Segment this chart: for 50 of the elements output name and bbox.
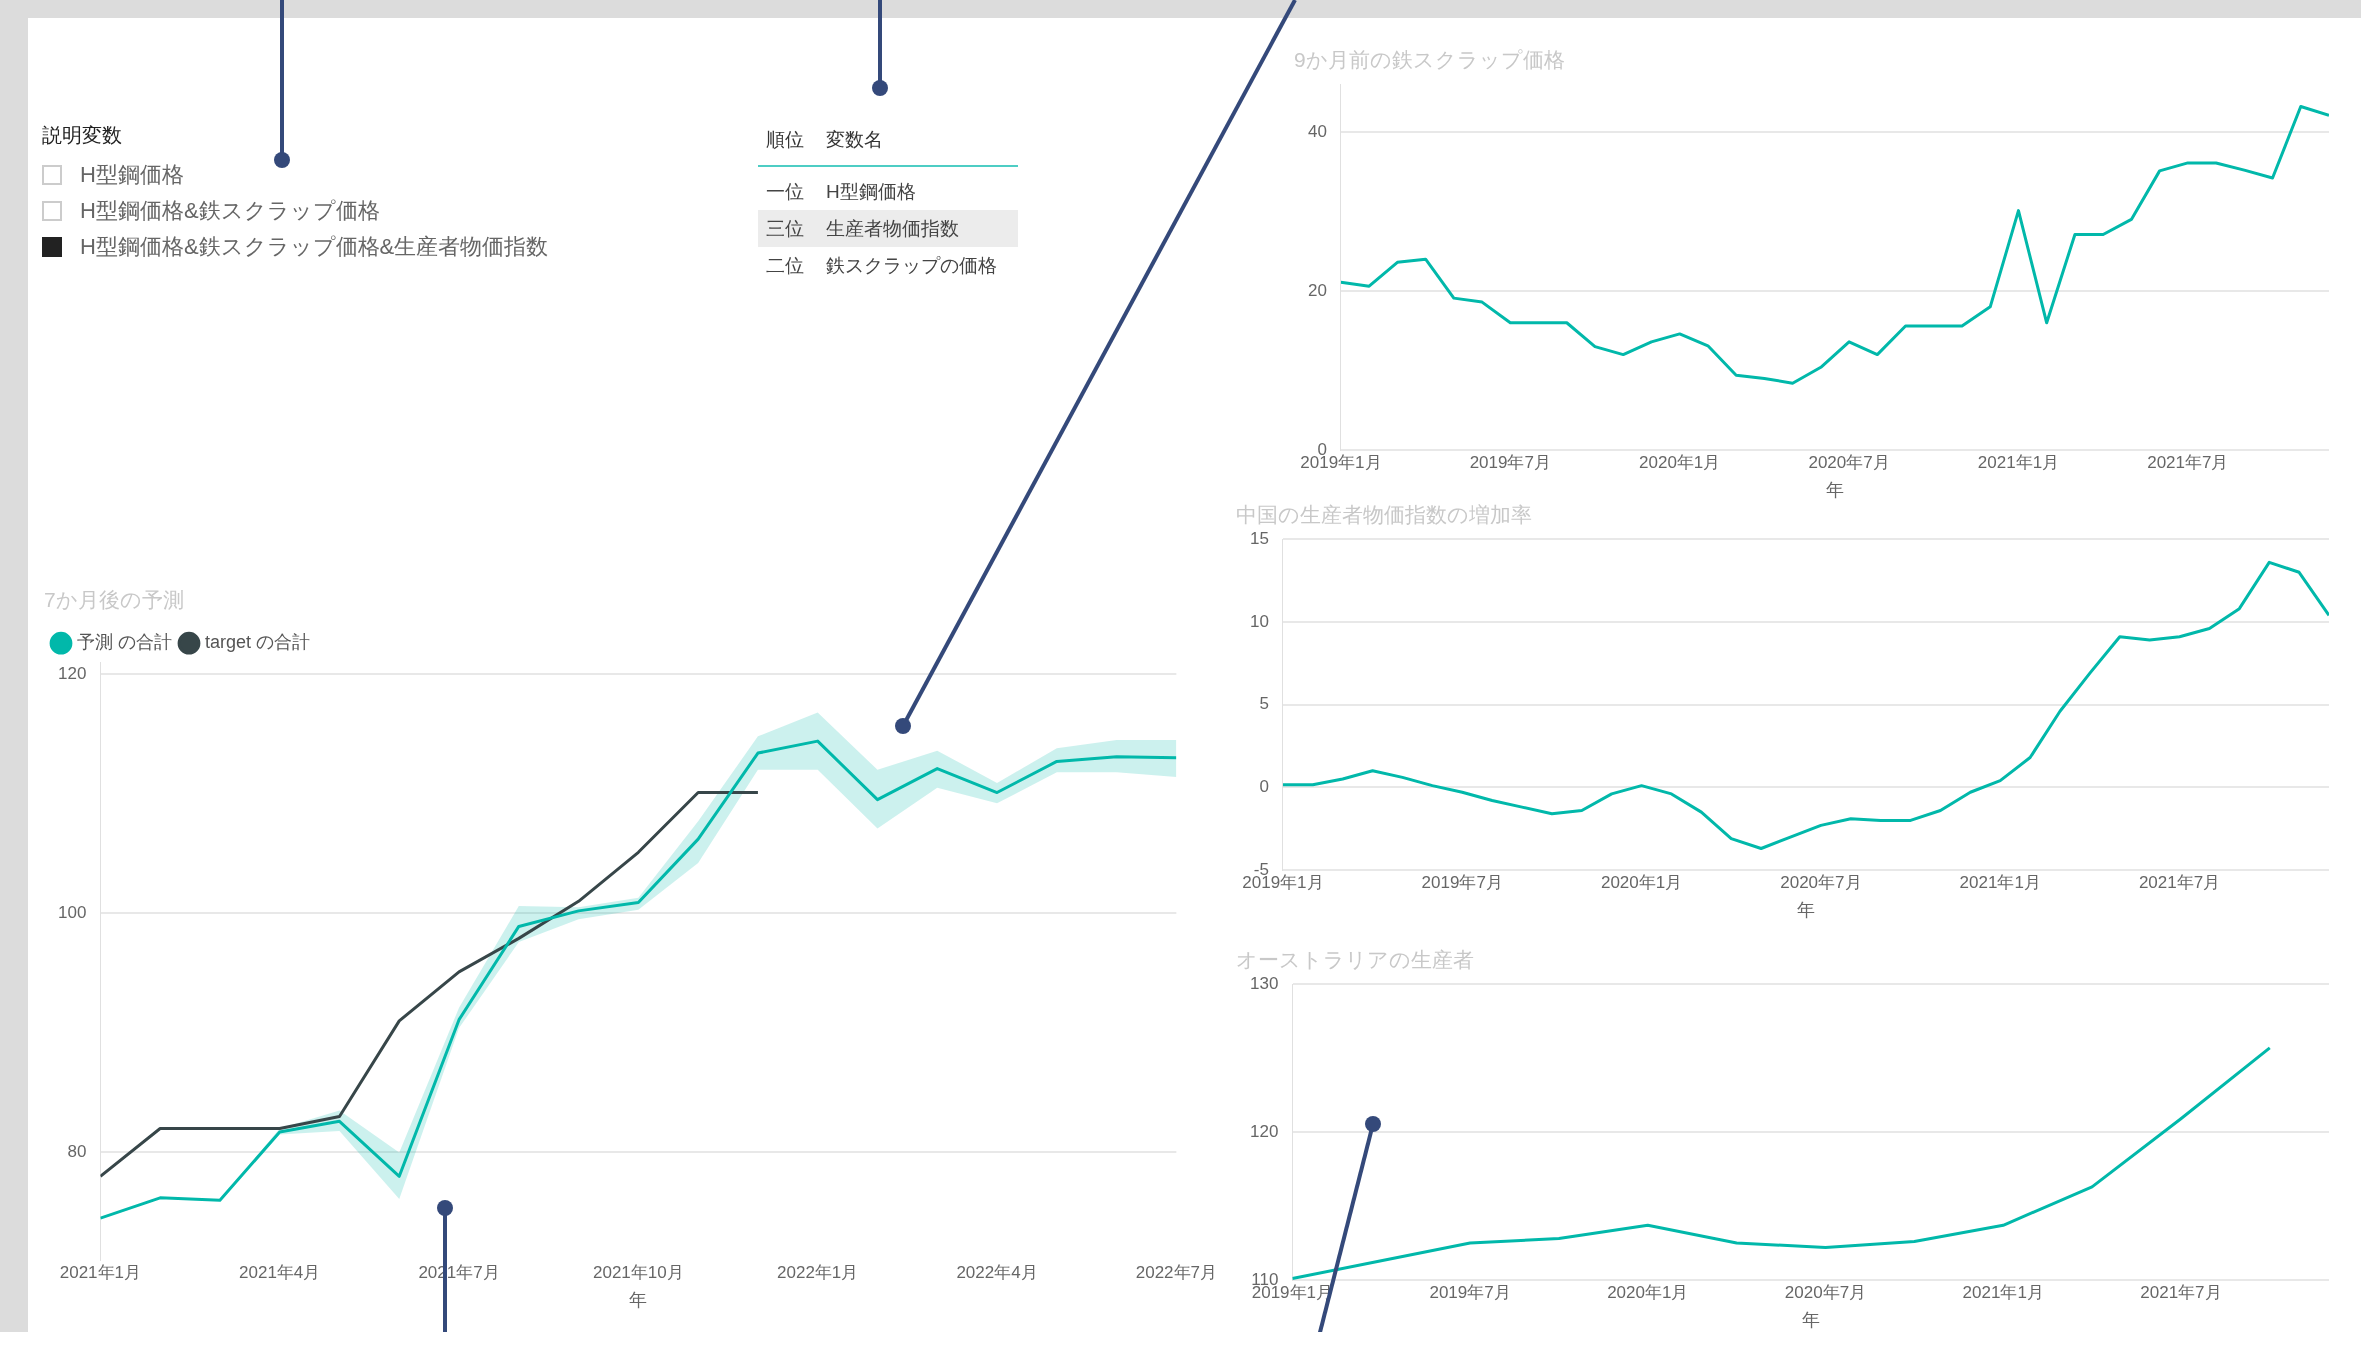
x-tick-label: 2021年1月 bbox=[1962, 1282, 2044, 1302]
x-tick-label: 2020年1月 bbox=[1639, 452, 1721, 472]
y-tick-label: 120 bbox=[57, 663, 87, 683]
y-tick-label: 120 bbox=[1249, 1121, 1279, 1141]
x-tick-label: 2021年7月 bbox=[2147, 452, 2229, 472]
legend-label: target の合計 bbox=[205, 632, 311, 653]
x-tick-label: 2020年7月 bbox=[1780, 872, 1862, 892]
x-tick-label: 2021年1月 bbox=[1959, 872, 2041, 892]
x-tick-label: 2019年7月 bbox=[1421, 872, 1503, 892]
text: 説明変数 bbox=[42, 123, 123, 148]
y-tick-label: 20 bbox=[1307, 280, 1327, 300]
legend-label: 予測 の合計 bbox=[77, 632, 173, 653]
y-tick-label: 80 bbox=[67, 1142, 87, 1162]
x-tick-label: 2022年7月 bbox=[1135, 1262, 1217, 1282]
y-tick-label: 100 bbox=[57, 902, 87, 922]
x-tick-label: 2022年1月 bbox=[777, 1262, 859, 1282]
x-tick-label: 2021年4月 bbox=[239, 1262, 321, 1282]
text: 順位 bbox=[766, 128, 805, 152]
text: 変数名 bbox=[826, 128, 883, 152]
x-tick-label: 2021年1月 bbox=[1977, 452, 2060, 472]
text: H型鋼価格&鉄スクラップ価格&生産者物価指数 bbox=[80, 233, 549, 261]
x-tick-label: 2019年7月 bbox=[1469, 452, 1551, 472]
text: 一位 bbox=[766, 179, 805, 204]
x-tick-label: 2020年7月 bbox=[1808, 452, 1890, 472]
y-tick-label: 130 bbox=[1249, 973, 1279, 993]
text: 生産者物価指数 bbox=[826, 216, 959, 241]
x-tick-label: 2022年4月 bbox=[956, 1262, 1038, 1282]
text: H型鋼価格 bbox=[826, 179, 916, 204]
x-tick-label: 2021年1月 bbox=[59, 1262, 141, 1282]
text: 三位 bbox=[766, 216, 805, 241]
x-tick-label: 2021年7月 bbox=[2140, 1282, 2222, 1302]
x-axis-title: 年 bbox=[1801, 1310, 1820, 1331]
y-tick-label: 5 bbox=[1259, 694, 1269, 714]
x-axis-title: 年 bbox=[1796, 900, 1815, 921]
x-tick-label: 2020年7月 bbox=[1784, 1282, 1867, 1302]
y-tick-label: 0 bbox=[1259, 776, 1269, 796]
text: H型鋼価格 bbox=[80, 161, 184, 189]
y-tick-label: 15 bbox=[1249, 528, 1269, 548]
x-tick-label: 2021年10月 bbox=[593, 1262, 684, 1282]
x-axis-title: 年 bbox=[629, 1290, 648, 1311]
text: 鉄スクラップの価格 bbox=[826, 253, 997, 278]
y-tick-label: 40 bbox=[1307, 121, 1327, 141]
x-tick-label: 2021年7月 bbox=[2138, 872, 2221, 892]
y-tick-label: 10 bbox=[1249, 611, 1269, 631]
text: H型鋼価格&鉄スクラップ価格 bbox=[80, 197, 380, 225]
x-axis-title: 年 bbox=[1825, 480, 1844, 501]
text: 二位 bbox=[766, 253, 805, 278]
x-tick-label: 2019年7月 bbox=[1429, 1282, 1511, 1302]
x-tick-label: 2020年1月 bbox=[1600, 872, 1683, 892]
x-tick-label: 2020年1月 bbox=[1607, 1282, 1689, 1302]
